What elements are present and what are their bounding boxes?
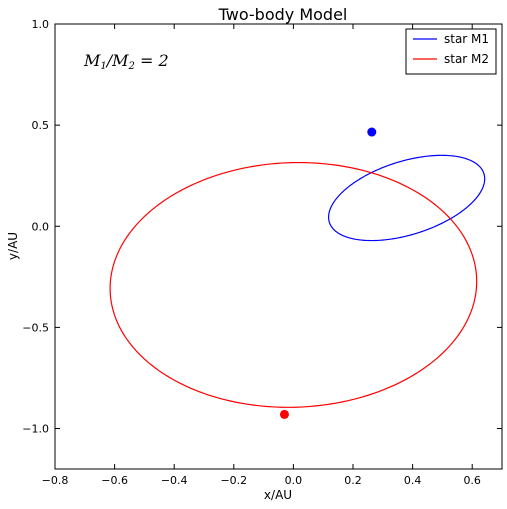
- legend-label-2: star M2: [444, 52, 489, 66]
- star-marker-1: [367, 127, 377, 137]
- y-tick-label: 0.5: [32, 119, 50, 132]
- y-tick-label: −0.5: [22, 321, 49, 334]
- orbit-1: [327, 154, 486, 242]
- legend-box: [405, 28, 497, 75]
- y-axis-label: y/AU: [6, 232, 20, 260]
- plot-frame: [54, 23, 503, 470]
- chart-title: Two-body Model: [218, 5, 348, 24]
- x-tick-label: 0.2: [344, 474, 362, 487]
- x-tick-label: 0.4: [404, 474, 422, 487]
- markers-layer: [279, 127, 377, 419]
- y-tick-label: −1.0: [22, 423, 49, 436]
- y-tick-label: 0.0: [32, 220, 50, 233]
- legend-label-1: star M1: [444, 32, 489, 46]
- x-tick-label: −0.6: [101, 474, 128, 487]
- x-tick-label: −0.8: [42, 474, 69, 487]
- x-axis-ticks: −0.8 −0.6 −0.4 −0.2 0.0 0.2 0.4 0.6: [42, 24, 481, 487]
- orbits-layer: [109, 154, 486, 408]
- x-tick-label: 0.6: [463, 474, 481, 487]
- orbit-2: [109, 161, 478, 408]
- x-tick-label: 0.0: [285, 474, 303, 487]
- x-tick-label: −0.2: [220, 474, 247, 487]
- y-tick-label: 1.0: [32, 18, 50, 31]
- x-tick-label: −0.4: [161, 474, 188, 487]
- x-axis-label: x/AU: [264, 488, 292, 502]
- mass-ratio-annotation: M1/M2 = 2: [83, 51, 169, 72]
- legend: star M1 star M2: [405, 28, 497, 75]
- y-axis-ticks: 1.0 0.5 0.0 −0.5 −1.0: [22, 18, 502, 436]
- star-marker-2: [279, 409, 289, 419]
